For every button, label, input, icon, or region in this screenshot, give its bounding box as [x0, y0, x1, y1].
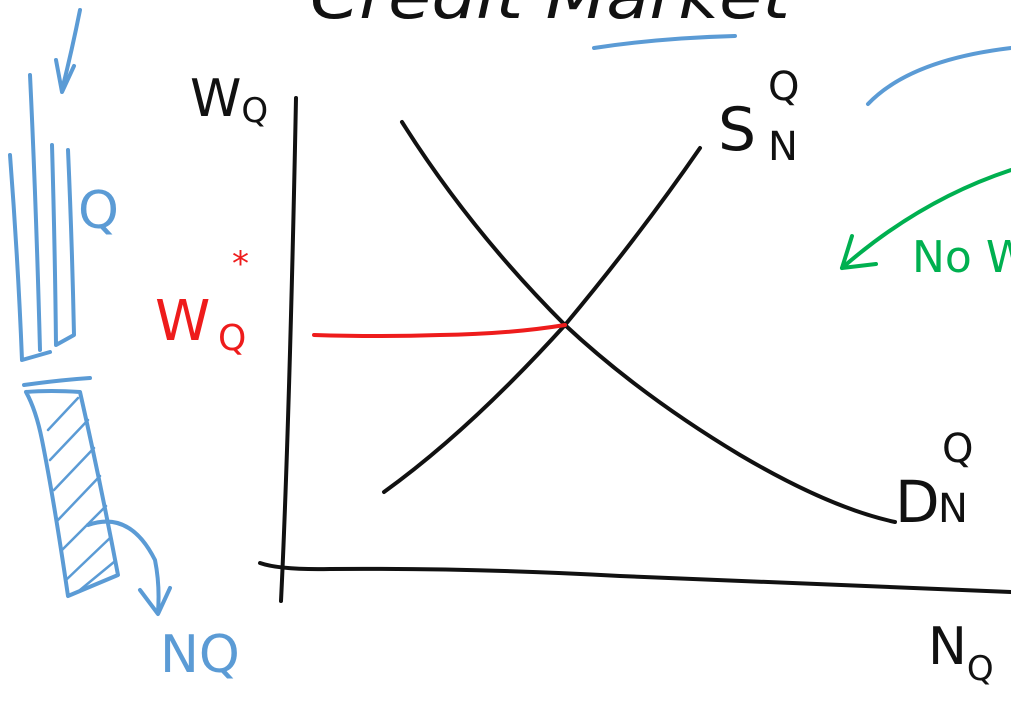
left-sketch-column-inner-1 — [28, 73, 42, 352]
demand-curve-superscript: Q — [942, 426, 973, 472]
left-sketch-lower-box — [24, 389, 120, 598]
left-sketch-curved-arrow-head — [138, 586, 172, 616]
supply-curve-superscript: Q — [768, 64, 799, 110]
left-sketch-arrow — [60, 8, 82, 92]
equilibrium-wage-label-main: W — [155, 289, 210, 354]
right-blue-arc — [866, 46, 1011, 106]
demand-curve — [400, 120, 897, 524]
supply-curve — [382, 146, 702, 494]
demand-curve-label-main: D — [895, 468, 940, 536]
right-green-arrow-head — [840, 234, 878, 270]
y-axis-label-main: W — [190, 69, 241, 129]
x-axis-label-main: N — [928, 617, 967, 677]
equilibrium-wage-label: W — [155, 289, 210, 354]
left-sketch-divider — [22, 376, 92, 387]
demand-curve-subscript: N — [938, 486, 968, 532]
left-sketch-bottom-label: NQ — [160, 625, 240, 685]
y-axis-label-sub: Q — [241, 91, 268, 131]
supply-curve-label-main: S — [718, 95, 756, 165]
left-sketch-column-outer — [8, 153, 52, 362]
equilibrium-wage-superscript: * — [232, 244, 249, 284]
left-sketch-column-inner-2 — [50, 143, 76, 347]
right-green-arrow — [840, 168, 1011, 270]
equilibrium-wage-line — [312, 323, 567, 338]
left-sketch-arrow-head — [54, 58, 76, 94]
y-axis-label: WQ — [190, 69, 268, 131]
left-sketch-hatching — [46, 396, 116, 592]
supply-curve-subscript: N — [768, 124, 798, 170]
x-axis-label-sub: Q — [967, 649, 994, 689]
side-note-text: No W — [912, 232, 1011, 283]
equilibrium-wage-subscript: Q — [218, 318, 246, 359]
y-axis — [279, 96, 298, 603]
left-sketch-curved-arrow — [86, 519, 161, 614]
x-axis-label: NQ — [928, 617, 994, 689]
left-sketch-top-label: Q — [78, 181, 119, 241]
diagram-title: Credit Market — [310, 0, 793, 33]
title-underline — [592, 34, 737, 50]
x-axis — [258, 561, 1011, 594]
supply-curve-label: S — [718, 95, 756, 165]
demand-curve-label: D — [895, 468, 940, 536]
